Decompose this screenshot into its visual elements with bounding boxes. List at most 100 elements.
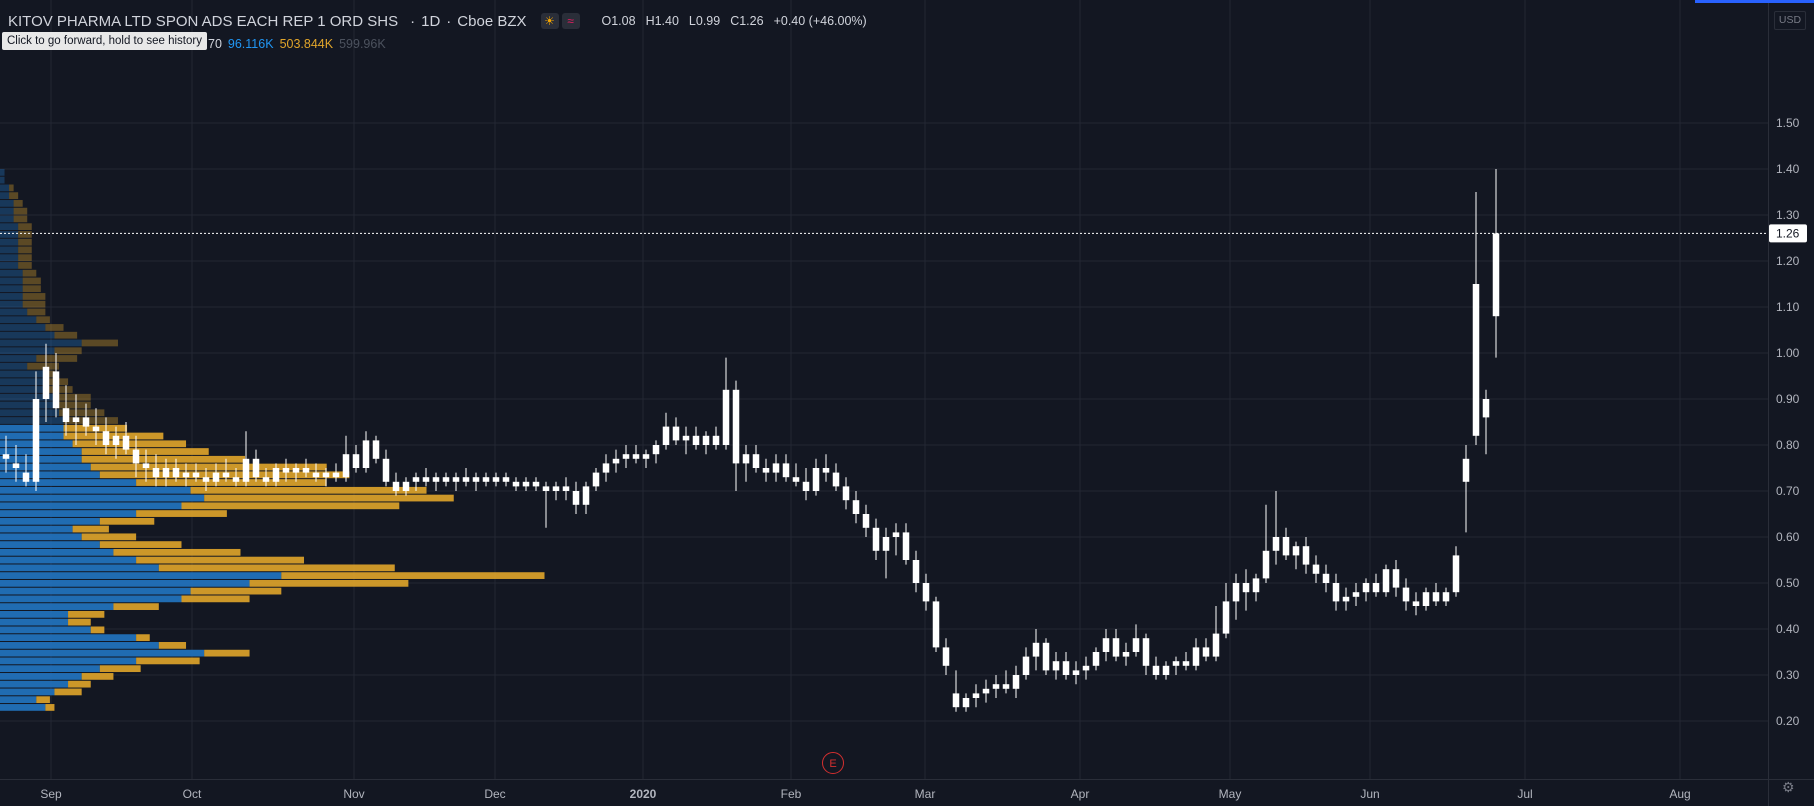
- vp-up-bar: [0, 316, 37, 324]
- candle: [982, 679, 990, 703]
- candle: [1482, 389, 1490, 455]
- candle: [792, 463, 800, 487]
- vp-up-bar: [0, 223, 19, 231]
- candle-body: [1082, 665, 1090, 671]
- vp-down-bar: [13, 200, 23, 207]
- candle-body: [652, 445, 660, 455]
- ohlc-values: O1.08 H1.40 L0.99 C1.26 +0.40 (+46.00%): [602, 14, 867, 28]
- candle: [1392, 560, 1400, 597]
- vp-down-bar: [158, 564, 395, 572]
- price-tick-label: 0.80: [1776, 438, 1800, 452]
- candle-body: [72, 417, 80, 422]
- vp-down-bar: [22, 285, 41, 293]
- candle: [732, 380, 740, 491]
- price-axis[interactable]: 1.50 1.40 1.30 1.20 1.10 1.00 0.90 0.80 0.70 0.60…: [1776, 116, 1800, 728]
- vp-up-bar: [0, 533, 82, 541]
- candle: [2, 435, 10, 473]
- candle-body: [482, 477, 490, 482]
- candle: [242, 431, 250, 487]
- vp-down-bar: [18, 246, 32, 254]
- vp-up-bar: [0, 254, 19, 262]
- wave-icon[interactable]: ≈: [561, 13, 580, 29]
- candle-body: [1342, 596, 1350, 602]
- vp-up-bar: [0, 409, 59, 417]
- vp-up-bar: [0, 207, 14, 215]
- candle-body: [862, 514, 870, 528]
- vp-up-bar: [0, 378, 46, 386]
- vp-down-bar: [81, 455, 246, 463]
- candle-body: [22, 472, 30, 482]
- candle: [1182, 652, 1190, 671]
- candle: [832, 463, 840, 491]
- vp-up-bar: [0, 386, 46, 393]
- candle: [682, 426, 690, 455]
- price-tick-label: 0.90: [1776, 392, 1800, 406]
- symbol-name[interactable]: KITOV PHARMA LTD SPON ADS EACH REP 1 ORD…: [8, 12, 399, 30]
- vp-up-bar: [0, 556, 137, 564]
- vp-up-bar: [0, 215, 14, 223]
- vp-down-bar: [99, 517, 155, 525]
- vp-down-bar: [13, 215, 28, 223]
- candle: [162, 458, 170, 487]
- vp-down-bar: [58, 409, 105, 417]
- high-value: H1.40: [645, 14, 679, 28]
- candle: [1272, 491, 1280, 565]
- candle: [152, 454, 160, 487]
- currency-button[interactable]: USD: [1774, 11, 1806, 30]
- candle: [752, 445, 760, 473]
- candle: [882, 527, 890, 579]
- candle-body: [12, 463, 20, 468]
- vp-up-bar: [0, 370, 46, 378]
- candle: [642, 449, 650, 468]
- candle: [1362, 578, 1370, 602]
- candle-body: [142, 463, 150, 468]
- candle-body: [52, 371, 60, 409]
- candle-body: [362, 440, 370, 468]
- candle: [1002, 670, 1010, 694]
- candle: [1172, 656, 1180, 675]
- vp-up-bar: [0, 308, 28, 316]
- candle-body: [32, 399, 40, 482]
- candle-body: [1232, 583, 1240, 602]
- volume-profile-legend[interactable]: 70 96.116K 503.844K 599.96K: [208, 37, 386, 51]
- candle-body: [1092, 652, 1100, 666]
- candle-body: [1192, 647, 1200, 666]
- candle-body: [82, 417, 90, 427]
- candle: [1322, 564, 1330, 593]
- candle-body: [1302, 546, 1310, 565]
- candle-body: [922, 583, 930, 602]
- vp-up-bar: [0, 331, 55, 339]
- candle: [102, 417, 110, 455]
- vp-down-bar: [18, 231, 32, 238]
- close-value: C1.26: [730, 14, 764, 28]
- vp-up-bar: [0, 696, 37, 704]
- vp-down-bar: [136, 510, 227, 517]
- vp-down-bar: [204, 649, 250, 657]
- candle: [1302, 537, 1310, 574]
- candle-body: [1182, 661, 1190, 666]
- vp-up-bar: [0, 595, 182, 603]
- vp-up-bar: [0, 463, 91, 471]
- interval-label[interactable]: 1D: [421, 12, 441, 30]
- candle-body: [1132, 638, 1140, 652]
- vp-up-bar: [0, 246, 19, 254]
- candle: [382, 449, 390, 487]
- candle-body: [852, 500, 860, 514]
- time-axis[interactable]: Sep Oct Nov Dec 2020 Feb Mar Apr May Jun Jul Aug: [40, 787, 1690, 801]
- sun-icon[interactable]: ☀: [540, 13, 559, 29]
- candle-body: [732, 389, 740, 464]
- gear-icon[interactable]: ⚙: [1782, 779, 1795, 795]
- price-tick-label: 1.20: [1776, 254, 1800, 268]
- vp-down-bar: [54, 393, 91, 401]
- candle: [972, 684, 980, 708]
- candle: [542, 481, 550, 528]
- candle-body: [942, 647, 950, 666]
- candle-body: [842, 486, 850, 501]
- candle-body: [1482, 399, 1490, 418]
- vp-down-bar: [45, 370, 55, 378]
- vp-up-bar: [0, 673, 82, 680]
- earnings-marker[interactable]: E: [822, 752, 844, 774]
- vp-up-volume: 96.116K: [227, 37, 274, 51]
- low-value: L0.99: [688, 14, 721, 28]
